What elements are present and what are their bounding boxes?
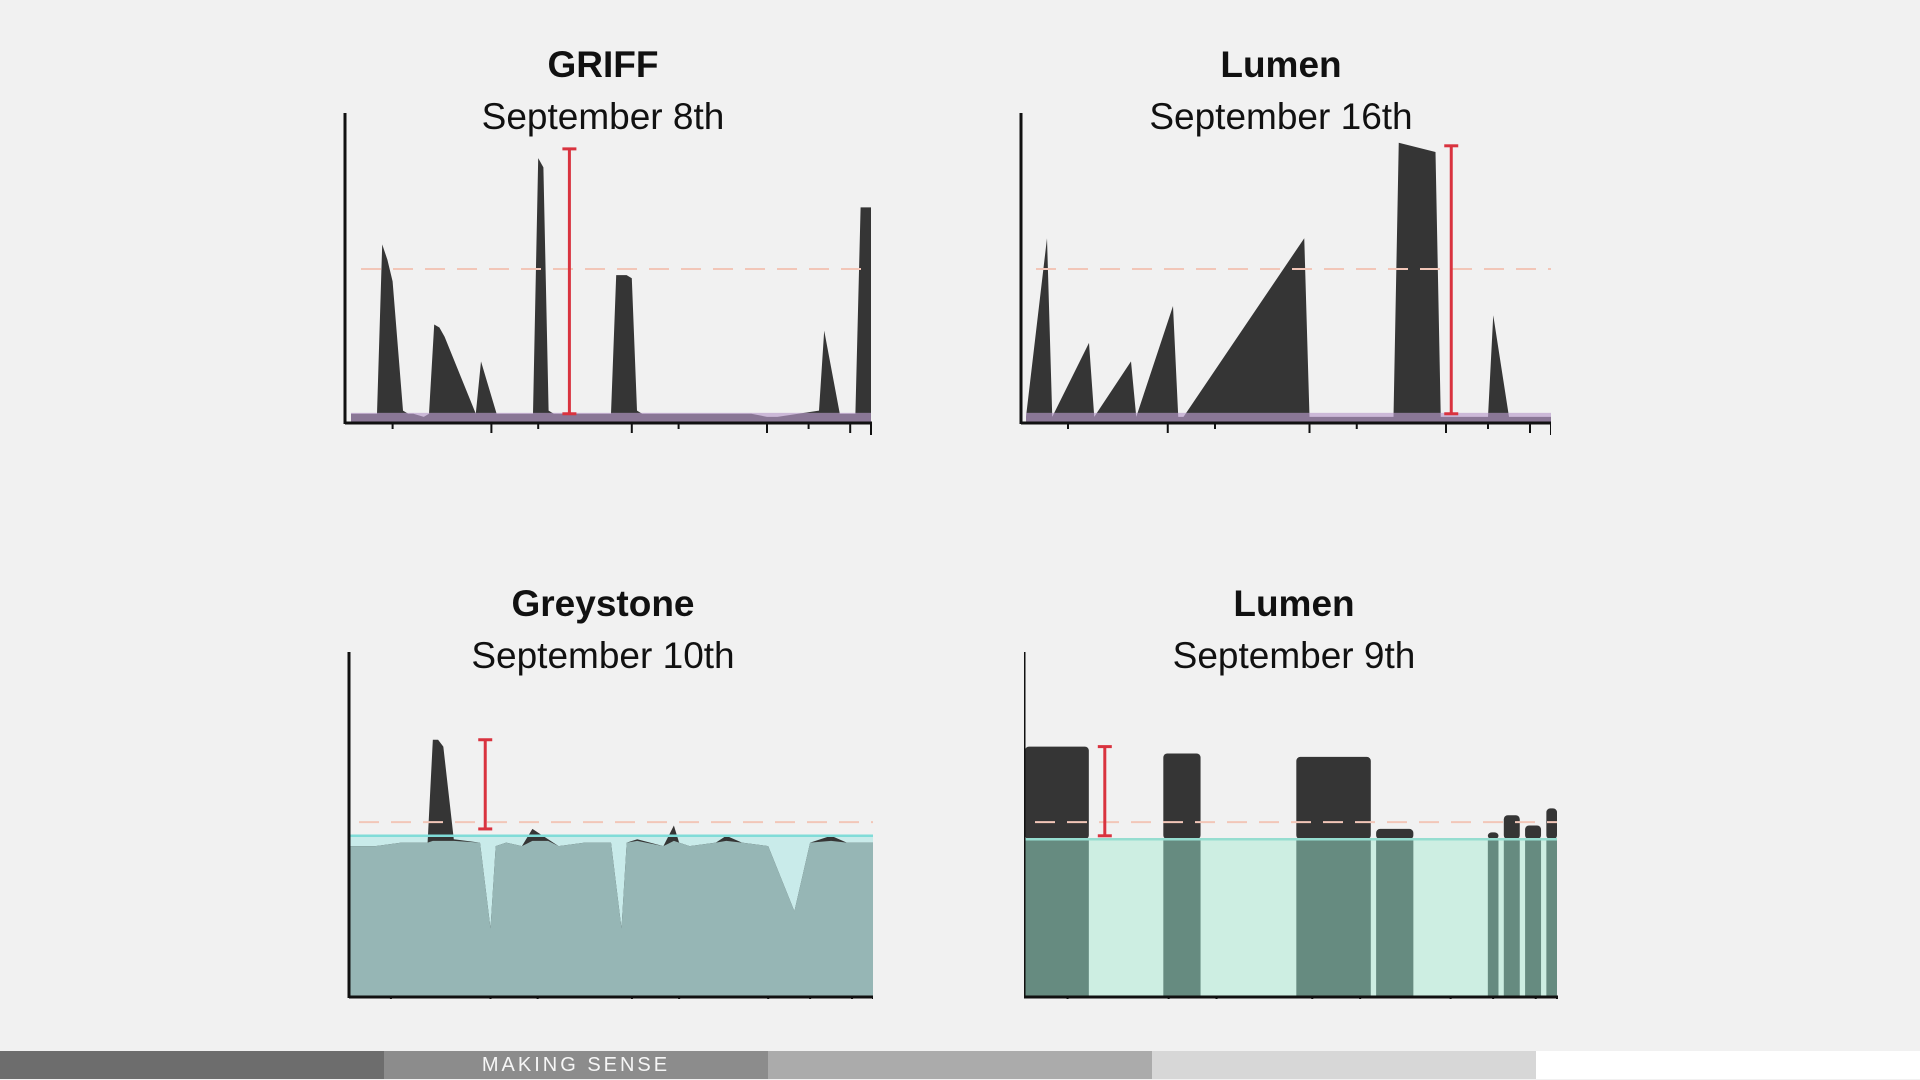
chart-svg xyxy=(343,113,873,435)
bar-below-baseline xyxy=(1503,839,1520,997)
series-area xyxy=(1026,142,1551,423)
bar-above-baseline xyxy=(1376,828,1414,840)
chart-subtitle: September 8th xyxy=(481,96,725,137)
chart-svg xyxy=(1024,652,1558,999)
baseline-fill xyxy=(349,840,873,997)
footer-segment xyxy=(768,1051,1152,1079)
bar-below-baseline xyxy=(1163,839,1201,997)
bar-above-baseline xyxy=(1546,808,1557,840)
baseline-area xyxy=(1025,839,1557,997)
baseline-band xyxy=(1026,412,1551,423)
bar-below-baseline xyxy=(1376,839,1414,997)
chart-title: Greystone xyxy=(511,583,695,624)
bar-below-baseline xyxy=(1487,839,1499,997)
series-area xyxy=(351,158,871,423)
bar-below-baseline xyxy=(1525,839,1542,997)
chart-panel-griff: GRIFF September 8th xyxy=(333,20,873,460)
bar-above-baseline xyxy=(1503,815,1520,840)
chart-subtitle: September 10th xyxy=(471,635,735,676)
bar-above-baseline xyxy=(1025,746,1089,840)
chart-panel-greystone: Greystone September 10th xyxy=(333,559,873,999)
bar-below-baseline xyxy=(1025,839,1089,997)
footer-segment xyxy=(1152,1051,1536,1079)
footer-segment xyxy=(0,1051,384,1079)
chart-svg xyxy=(1019,113,1551,435)
bar-above-baseline xyxy=(1296,756,1371,840)
footer-label: MAKING SENSE xyxy=(481,1054,671,1076)
chart-subtitle: September 16th xyxy=(1149,96,1413,137)
bar-below-baseline xyxy=(1296,839,1371,997)
bar-above-baseline xyxy=(1487,832,1499,840)
footer-segment xyxy=(1536,1051,1920,1079)
chart-panel-lumen-sep16: Lumen September 16th xyxy=(1011,20,1551,460)
bar-above-baseline xyxy=(1163,753,1201,840)
chart-svg xyxy=(347,652,873,999)
chart-title: Lumen xyxy=(1233,583,1355,624)
chart-title: GRIFF xyxy=(547,44,659,85)
bar-below-baseline xyxy=(1546,839,1557,997)
baseline-band xyxy=(351,412,871,423)
chart-title: Lumen xyxy=(1220,44,1342,85)
chart-subtitle: September 9th xyxy=(1172,635,1416,676)
chart-panel-lumen-sep9: Lumen September 9th xyxy=(1024,559,1564,999)
footer-bar: MAKING SENSE xyxy=(0,1051,1920,1079)
footer-segment xyxy=(384,1051,768,1079)
bar-above-baseline xyxy=(1525,825,1542,840)
